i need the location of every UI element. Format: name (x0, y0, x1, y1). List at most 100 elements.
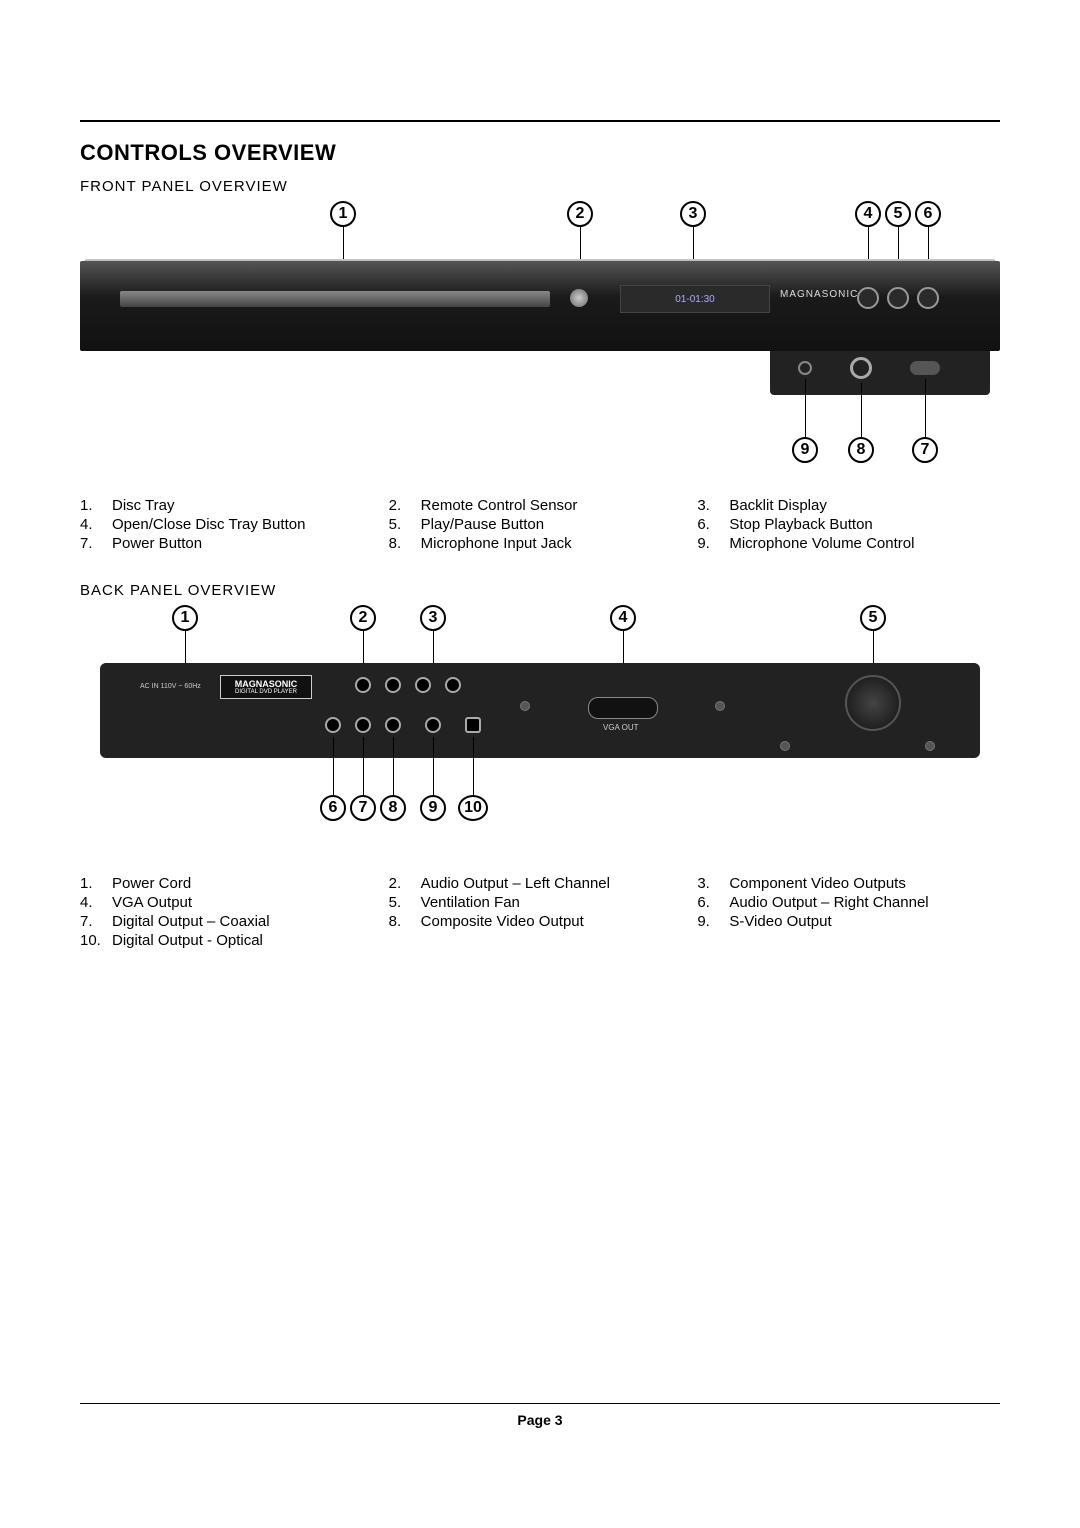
composite-video-jack (385, 717, 401, 733)
bcallout-6: 6 (320, 795, 346, 821)
legend-num: 3. (697, 875, 723, 892)
legend-text: Power Button (112, 535, 383, 552)
brand-plate-sub: DIGITAL DVD PLAYER (235, 689, 297, 695)
leader-7 (925, 379, 926, 437)
callout-2: 2 (567, 201, 593, 227)
legend-num: 7. (80, 913, 106, 930)
coaxial-jack (355, 717, 371, 733)
stop-button (917, 287, 939, 309)
legend-num: 7. (80, 535, 106, 552)
section-title: CONTROLS OVERVIEW (80, 140, 1000, 166)
legend-text: Ventilation Fan (421, 894, 692, 911)
ir-sensor (570, 289, 588, 307)
callout-8: 8 (848, 437, 874, 463)
legend-num: 5. (389, 894, 415, 911)
mic-jack (798, 361, 812, 375)
page-number: Page 3 (517, 1412, 562, 1428)
bcallout-4: 4 (610, 605, 636, 631)
bcallout-1: 1 (172, 605, 198, 631)
legend-num: 1. (80, 497, 106, 514)
rule-top (80, 120, 1000, 122)
screw (925, 741, 935, 751)
ventilation-fan (845, 675, 901, 731)
legend-text: Microphone Volume Control (729, 535, 1000, 552)
legend-text: Remote Control Sensor (421, 497, 692, 514)
bleader-6 (333, 737, 334, 795)
legend-num: 1. (80, 875, 106, 892)
legend-num: 4. (80, 894, 106, 911)
callout-9: 9 (792, 437, 818, 463)
leader-9 (805, 379, 806, 437)
svideo-jack (425, 717, 441, 733)
legend-text: Disc Tray (112, 497, 383, 514)
power-button (910, 361, 940, 375)
legend-text: Composite Video Output (421, 913, 692, 930)
legend-num: 2. (389, 497, 415, 514)
legend-num: 9. (697, 913, 723, 930)
optical-jack (465, 717, 481, 733)
legend-text: Audio Output – Left Channel (421, 875, 692, 892)
open-close-button (857, 287, 879, 309)
audio-r-jack (325, 717, 341, 733)
legend-text: Digital Output – Coaxial (112, 913, 383, 930)
legend-num: 2. (389, 875, 415, 892)
component-pb-jack (415, 677, 431, 693)
vga-port (588, 697, 658, 719)
legend-text: Stop Playback Button (729, 516, 1000, 533)
bcallout-7: 7 (350, 795, 376, 821)
callout-6: 6 (915, 201, 941, 227)
front-panel-heading: FRONT PANEL OVERVIEW (80, 178, 1000, 195)
ac-in-label: AC IN 110V ~ 60Hz (140, 683, 201, 691)
mic-volume-knob (850, 357, 872, 379)
legend-text: Open/Close Disc Tray Button (112, 516, 383, 533)
brand-label: MAGNASONIC (780, 289, 858, 300)
legend-text: Microphone Input Jack (421, 535, 692, 552)
front-panel-diagram: 1 2 3 4 5 6 01-01:30 MAGNASONIC 9 8 7 (80, 201, 1000, 481)
bcallout-5: 5 (860, 605, 886, 631)
bleader-8 (393, 737, 394, 795)
component-y-jack (385, 677, 401, 693)
legend-text: Power Cord (112, 875, 383, 892)
bleader-10 (473, 737, 474, 795)
page-footer: Page 3 (80, 1403, 1000, 1428)
back-panel-heading: BACK PANEL OVERVIEW (80, 582, 1000, 599)
legend-num: 6. (697, 894, 723, 911)
play-pause-button (887, 287, 909, 309)
disc-tray (120, 291, 550, 307)
brand-plate: MAGNASONIC DIGITAL DVD PLAYER (220, 675, 312, 699)
component-pr-jack (445, 677, 461, 693)
bcallout-2: 2 (350, 605, 376, 631)
legend-num: 8. (389, 913, 415, 930)
legend-text: Play/Pause Button (421, 516, 692, 533)
legend-text: S-Video Output (729, 913, 1000, 930)
legend-num: 6. (697, 516, 723, 533)
legend-text: Backlit Display (729, 497, 1000, 514)
legend-text: VGA Output (112, 894, 383, 911)
callout-3: 3 (680, 201, 706, 227)
front-legend: 1. Disc Tray 2. Remote Control Sensor 3.… (80, 497, 1000, 552)
legend-text: Component Video Outputs (729, 875, 1000, 892)
legend-text: Audio Output – Right Channel (729, 894, 1000, 911)
callout-4: 4 (855, 201, 881, 227)
legend-num: 3. (697, 497, 723, 514)
screw (780, 741, 790, 751)
legend-num: 10. (80, 932, 106, 949)
legend-num: 9. (697, 535, 723, 552)
rule-bottom (80, 1403, 1000, 1404)
leader-8 (861, 383, 862, 437)
bleader-7 (363, 737, 364, 795)
legend-num: 5. (389, 516, 415, 533)
callout-7: 7 (912, 437, 938, 463)
screw (520, 701, 530, 711)
back-legend: 1. Power Cord 2. Audio Output – Left Cha… (80, 875, 1000, 949)
legend-num: 8. (389, 535, 415, 552)
legend-num: 4. (80, 516, 106, 533)
screw (715, 701, 725, 711)
bleader-1 (185, 631, 186, 667)
bcallout-3: 3 (420, 605, 446, 631)
audio-l-jack (355, 677, 371, 693)
callout-1: 1 (330, 201, 356, 227)
bcallout-10: 10 (458, 795, 488, 821)
bleader-9 (433, 737, 434, 795)
vga-label: VGA OUT (603, 723, 639, 732)
